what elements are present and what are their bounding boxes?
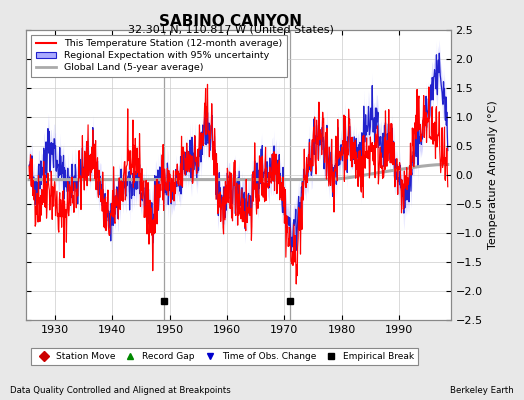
Text: Berkeley Earth: Berkeley Earth [450,386,514,395]
Y-axis label: Temperature Anomaly (°C): Temperature Anomaly (°C) [488,101,498,249]
Text: Data Quality Controlled and Aligned at Breakpoints: Data Quality Controlled and Aligned at B… [10,386,231,395]
Text: 32.301 N, 110.817 W (United States): 32.301 N, 110.817 W (United States) [128,24,333,34]
Legend: Station Move, Record Gap, Time of Obs. Change, Empirical Break: Station Move, Record Gap, Time of Obs. C… [31,348,418,365]
Text: SABINO CANYON: SABINO CANYON [159,14,302,29]
